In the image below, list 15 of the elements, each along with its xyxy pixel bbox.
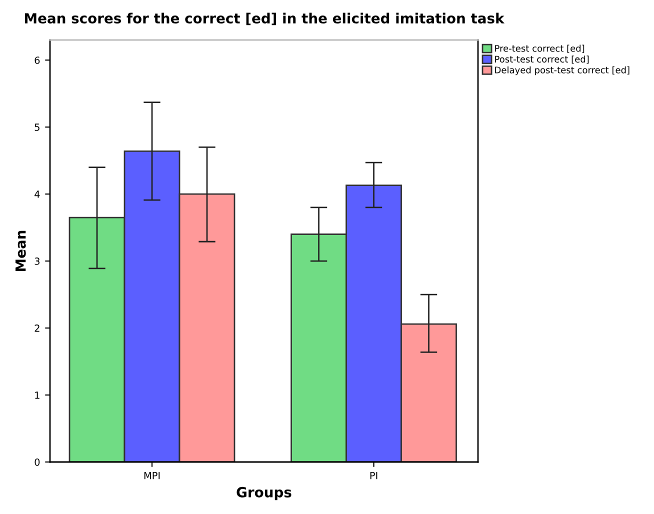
y-tick-label: 4 (34, 190, 40, 198)
y-tick-label: 3 (34, 258, 40, 265)
legend-label: Delayed post-test correct [ed] (495, 66, 630, 76)
y-tick-label: 2 (34, 324, 40, 332)
x-tick-label: MPI (144, 472, 160, 480)
x-tick-label: PI (370, 472, 378, 480)
x-axis-title: Groups (236, 486, 292, 500)
chart-title: Mean scores for the correct [ed] in the elicited imitation task (25, 12, 505, 26)
y-axis-title: Mean (16, 230, 26, 271)
legend-label: Pre-test correct [ed] (495, 44, 584, 53)
y-tick-label: 1 (35, 392, 40, 399)
y-tick-label: 0 (34, 458, 40, 466)
y-tick-label: 5 (34, 124, 40, 131)
legend-label: Post-test correct [ed] (495, 56, 589, 64)
y-tick-label: 6 (34, 56, 40, 64)
